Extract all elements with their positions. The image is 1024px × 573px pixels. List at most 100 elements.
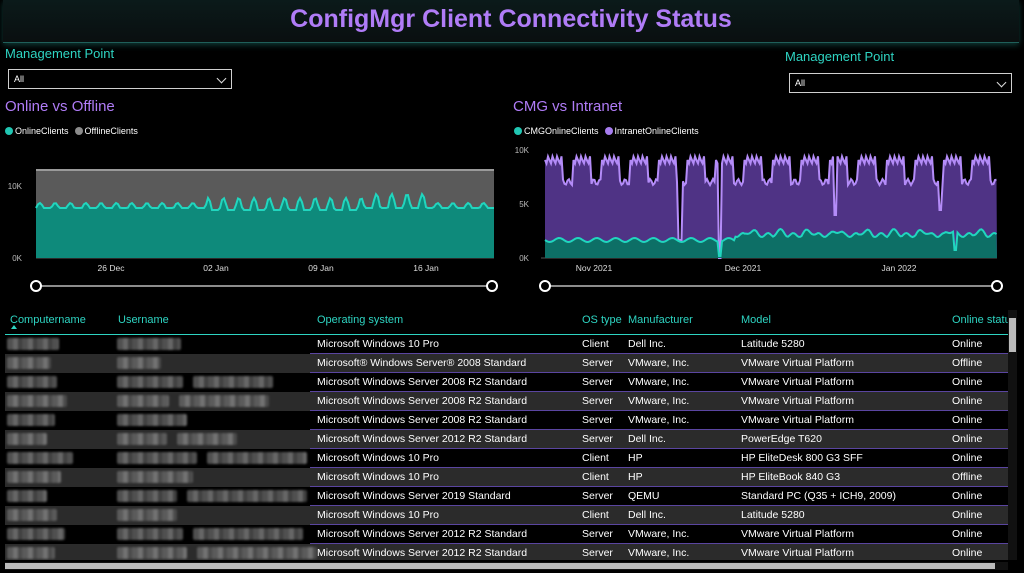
legend-dot-icon [74,127,83,135]
cmg-area [545,229,997,258]
redacted-computername [7,490,47,502]
legend-cmg-intranet: CMGOnlineClients IntranetOnlineClients [514,126,699,136]
table-row[interactable]: Microsoft® Windows Server® 2008 Standard… [5,354,1008,373]
chevron-down-icon [216,73,227,84]
table-row[interactable]: Microsoft Windows 10 Pro Client HP HP Elite… [5,449,1008,468]
cell-online-status: Online [952,452,983,464]
cell-model: Latitude 5280 [741,338,805,350]
management-point-dropdown-left[interactable]: All [8,69,232,89]
table-row[interactable]: Microsoft Windows Server 2008 R2 Standar… [5,411,1008,430]
cmg-line [544,227,998,257]
table-row[interactable]: Microsoft Windows Server 2012 R2 Standar… [5,544,1008,560]
x-tick-label: 26 Dec [98,263,126,273]
table-row[interactable]: Microsoft Windows Server 2019 Standard Se… [5,487,1008,506]
cell-online-status: Online [952,433,983,445]
zoom-slider-handle-start[interactable] [30,280,42,292]
cell-os-type: Client [582,471,609,483]
header-os-type[interactable]: OS type [582,314,622,326]
cell-online-status: Online [952,395,983,407]
cell-model: VMware Virtual Platform [741,547,855,559]
table-row[interactable]: Microsoft Windows Server 2008 R2 Standar… [5,373,1008,392]
table-row[interactable]: Microsoft Windows 10 Pro Client Dell Inc. L… [5,506,1008,525]
table-row[interactable]: Microsoft Windows Server 2008 R2 Standar… [5,392,1008,411]
table-row[interactable]: Microsoft Windows 10 Pro Client Dell Inc. L… [5,335,1008,354]
redacted-username [179,395,269,407]
header-computername[interactable]: Computername [10,314,86,326]
legend-dot-icon [514,127,522,135]
legend-item-intranet[interactable]: IntranetOnlineClients [604,126,699,136]
redacted-computername [7,414,55,426]
redacted-computername [7,509,57,521]
redacted-username [117,376,183,388]
cell-operating-system: Microsoft Windows 10 Pro [317,338,439,350]
cell-operating-system: Microsoft Windows Server 2008 R2 Standar… [317,395,528,407]
redacted-username [117,414,187,426]
y-tick-label: 0K [519,254,529,263]
header-operating-system[interactable]: Operating system [317,314,404,326]
cell-manufacturer: VMware, Inc. [628,528,690,540]
page-title: ConfigMgr Client Connectivity Status [290,5,732,33]
cell-model: VMware Virtual Platform [741,414,855,426]
cell-online-status: Online [952,509,983,521]
redacted-username [177,433,237,445]
table-header: Computername Username Operating system O… [5,308,1008,335]
intranet-line [544,152,997,259]
redacted-username [117,395,169,407]
management-point-dropdown-right[interactable]: All [789,73,1012,93]
sort-ascending-icon [11,325,17,329]
cell-online-status: Online [952,338,983,350]
redacted-computername [7,338,59,350]
redacted-computername [7,433,47,445]
scrollbar-thumb[interactable] [5,563,995,569]
legend-item-offline[interactable]: OfflineClients [74,126,138,136]
chart-cmg-intranet: 10K 5K 0K Nov 2021 Dec 2021 Jan 2022 [515,146,1003,292]
redacted-username [117,490,177,502]
cell-online-status: Online [952,414,983,426]
redacted-username [207,452,307,464]
chart-online-offline: 10K 0K 26 Dec 02 Jan 09 Jan 16 Jan [8,169,498,292]
table-row[interactable]: Microsoft Windows Server 2012 R2 Standar… [5,525,1008,544]
cell-operating-system: Microsoft Windows 10 Pro [317,452,439,464]
cell-manufacturer: VMware, Inc. [628,414,690,426]
header-model[interactable]: Model [741,314,771,326]
redacted-username [117,357,161,369]
redacted-username [117,471,193,483]
cell-model: VMware Virtual Platform [741,395,855,407]
zoom-slider-handle-end[interactable] [991,280,1003,292]
redacted-computername [7,357,51,369]
legend-dot-icon [604,127,613,135]
redacted-computername [7,452,73,464]
management-point-label-left: Management Point [5,46,115,61]
header-online-status[interactable]: Online statu [952,314,1008,326]
redacted-computername [7,395,67,407]
horizontal-scrollbar[interactable] [5,562,1008,570]
legend-item-cmg[interactable]: CMGOnlineClients [514,126,599,136]
cell-manufacturer: HP [628,471,643,483]
table-row[interactable]: Microsoft Windows 10 Pro Client HP HP Elite… [5,468,1008,487]
cell-online-status: Offline [952,357,983,369]
table-row[interactable]: Microsoft Windows Server 2012 R2 Standar… [5,430,1008,449]
cell-os-type: Client [582,452,609,464]
cell-operating-system: Microsoft Windows Server 2012 R2 Standar… [317,433,528,445]
cell-operating-system: Microsoft Windows Server 2012 R2 Standar… [317,528,528,540]
cell-manufacturer: Dell Inc. [628,338,666,350]
clients-table: Computername Username Operating system O… [5,308,1008,560]
header-bar: ConfigMgr Client Connectivity Status [3,0,1019,43]
cell-model: HP EliteBook 840 G3 [741,471,841,483]
x-tick-label: Dec 2021 [725,263,762,273]
cell-os-type: Server [582,528,613,540]
cell-model: HP EliteDesk 800 G3 SFF [741,452,863,464]
vertical-scrollbar[interactable] [1008,310,1017,560]
cell-model: Latitude 5280 [741,509,805,521]
online-line [35,191,494,211]
legend-online-offline: OnlineClients OfflineClients [5,126,138,136]
cell-operating-system: Microsoft Windows 10 Pro [317,471,439,483]
header-username[interactable]: Username [118,314,169,326]
redacted-computername [7,471,61,483]
scrollbar-thumb[interactable] [1009,318,1016,352]
zoom-slider-handle-start[interactable] [539,280,551,292]
legend-item-online[interactable]: OnlineClients [5,126,69,136]
cell-online-status: Offline [952,471,983,483]
zoom-slider-handle-end[interactable] [486,280,498,292]
header-manufacturer[interactable]: Manufacturer [628,314,693,326]
